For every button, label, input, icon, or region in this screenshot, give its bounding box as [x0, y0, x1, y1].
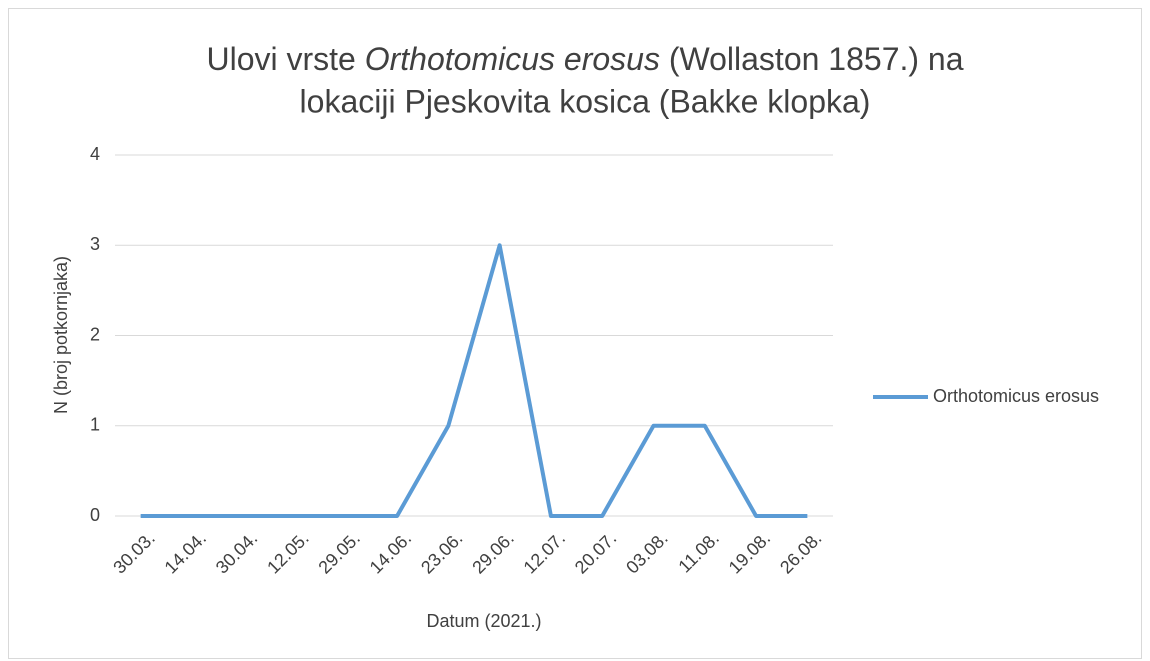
y-tick-label: 3 [90, 234, 100, 254]
title-part: Orthotomicus erosus [365, 41, 660, 77]
title-part: (Wollaston 1857.) na [660, 41, 964, 77]
y-axis-label: N (broj potkornjaka) [51, 256, 71, 414]
x-axis-label: Datum (2021.) [426, 611, 541, 631]
chart-title: Ulovi vrste Orthotomicus erosus (Wollast… [206, 41, 963, 77]
y-tick-label: 4 [90, 144, 100, 164]
y-tick-label: 2 [90, 324, 100, 344]
title-part: Ulovi vrste [206, 41, 364, 77]
y-tick-label: 0 [90, 505, 100, 525]
chart-frame [8, 8, 1142, 659]
data-line [140, 243, 808, 518]
y-tick-label: 1 [90, 415, 100, 435]
chart-title-line: lokaciji Pjeskovita kosica (Bakke klopka… [300, 83, 871, 119]
legend-label: Orthotomicus erosus [933, 386, 1099, 406]
